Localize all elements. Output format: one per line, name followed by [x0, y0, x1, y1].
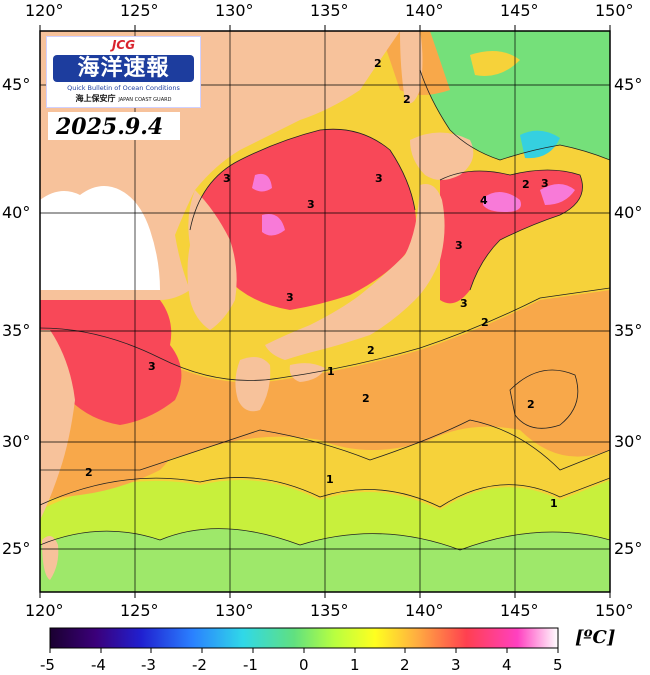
land-shikoku	[289, 363, 325, 382]
lat-label-45-left: 45°	[2, 75, 31, 94]
anomaly-region-sea-of-japan	[190, 129, 416, 310]
contour-label: 3	[541, 177, 549, 190]
contour-label: 1	[550, 497, 558, 510]
colorbar-tick-label: 1	[350, 656, 360, 674]
colorbar-tick-label: -4	[91, 656, 106, 674]
lon-label-150-top: 150°	[595, 1, 634, 20]
axis-ticks	[39, 25, 611, 598]
map-field	[40, 31, 610, 592]
contour-label: 1	[326, 473, 334, 486]
contour-line	[189, 128, 416, 231]
land-china-coast	[40, 330, 75, 520]
contour-lines	[40, 69, 610, 551]
colorbar-tick-label: 2	[400, 656, 410, 674]
lon-label-135-bottom: 135°	[310, 601, 349, 620]
contour-line	[419, 69, 610, 161]
contour-label: 2	[403, 93, 411, 106]
contour-label: 2	[527, 398, 535, 411]
colorbar-tick-label: -2	[192, 656, 207, 674]
contour-label: 3	[148, 360, 156, 373]
lon-label-145-top: 145°	[500, 1, 539, 20]
lon-label-135-top: 135°	[310, 1, 349, 20]
lat-label-25-right: 25°	[614, 539, 643, 558]
lon-label-125-bottom: 125°	[120, 601, 159, 620]
lat-label-40-left: 40°	[2, 203, 31, 222]
colorbar-tick-label: -5	[40, 656, 55, 674]
logo-subtitle: Quick Bulletin of Ocean Conditions	[67, 84, 180, 92]
contour-label: 4	[480, 194, 488, 207]
lon-label-140-bottom: 140°	[405, 601, 444, 620]
anomaly-patch-northeast-yellow	[470, 51, 520, 76]
logo-agency-en: JAPAN COAST GUARD	[118, 97, 172, 103]
logo-agency: 海上保安庁 JAPAN COAST GUARD	[47, 93, 200, 104]
jcg-mark: JCG	[111, 38, 136, 52]
lat-label-35-right: 35°	[614, 321, 643, 340]
colorbar-tick-label: 0	[299, 656, 309, 674]
logo-title: 海洋速報	[53, 55, 194, 82]
jcg-logo: JCG 海洋速報 Quick Bulletin of Ocean Conditi…	[46, 36, 201, 108]
lon-label-145-bottom: 145°	[500, 601, 539, 620]
anomaly-patch-east-orange	[510, 370, 578, 429]
gulf-bohai	[40, 186, 160, 290]
colorbar-ticks	[49, 648, 559, 653]
logo-agency-jp: 海上保安庁	[75, 94, 116, 103]
contour-line	[40, 528, 610, 551]
contour-line	[509, 369, 579, 429]
contour-label: 2	[522, 178, 530, 191]
contour-label: 3	[307, 198, 315, 211]
colorbar-unit: [ºC]	[575, 627, 616, 648]
contour-line	[40, 477, 610, 508]
contour-label: 2	[374, 57, 382, 70]
lon-label-130-top: 130°	[215, 1, 254, 20]
lon-label-130-bottom: 130°	[215, 601, 254, 620]
land-kyushu	[235, 356, 271, 412]
lon-label-140-top: 140°	[405, 1, 444, 20]
anomaly-patch-sea-of-japan-pink-2	[262, 214, 285, 236]
colorbar-gradient	[49, 627, 559, 649]
colorbar-tick-label: 5	[553, 656, 563, 674]
contour-label: 2	[362, 392, 370, 405]
lon-label-120-top: 120°	[25, 1, 64, 20]
contour-label: 2	[367, 344, 375, 357]
colorbar-tick-label: -1	[243, 656, 258, 674]
date-label: 2025.9.4	[56, 114, 164, 140]
contour-label: 3	[460, 297, 468, 310]
contour-label: 3	[286, 291, 294, 304]
colorbar-tick-label: 3	[451, 656, 461, 674]
anomaly-patch-tohoku-pink-2	[540, 184, 575, 205]
contour-label: 2	[85, 466, 93, 479]
contour-label: 2	[481, 316, 489, 329]
lat-label-45-right: 45°	[614, 75, 643, 94]
land-korea	[187, 190, 237, 330]
lat-label-25-left: 25°	[2, 539, 31, 558]
lat-label-30-right: 30°	[614, 432, 643, 451]
lon-label-125-top: 125°	[120, 1, 159, 20]
lon-label-120-bottom: 120°	[25, 601, 64, 620]
contour-line	[40, 419, 610, 471]
graticule	[40, 31, 610, 592]
contour-label: 3	[455, 239, 463, 252]
contour-label: 3	[223, 172, 231, 185]
anomaly-patch-sea-of-japan-pink-1	[252, 173, 272, 192]
contour-line	[439, 169, 583, 291]
lat-label-35-left: 35°	[2, 321, 31, 340]
lat-label-30-left: 30°	[2, 432, 31, 451]
colorbar-tick-label: 4	[502, 656, 512, 674]
land-taiwan	[42, 536, 59, 580]
contour-label: 1	[327, 365, 335, 378]
land-honshu	[265, 184, 445, 360]
lon-label-150-bottom: 150°	[595, 601, 634, 620]
date-box: 2025.9.4	[48, 112, 180, 140]
contour-label: 3	[375, 172, 383, 185]
contour-line	[40, 287, 610, 381]
colorbar-tick-label: -3	[141, 656, 156, 674]
anomaly-patch-tohoku-pink	[483, 191, 521, 212]
lat-label-40-right: 40°	[614, 203, 643, 222]
land-hokkaido	[410, 132, 474, 180]
